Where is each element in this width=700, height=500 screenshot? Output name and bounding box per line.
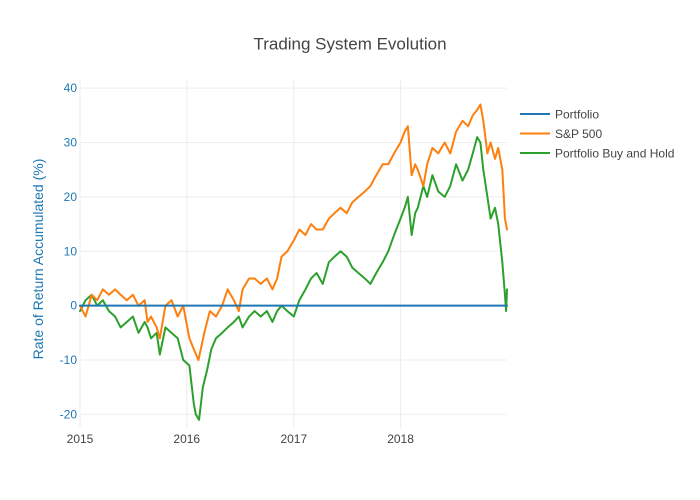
- x-tick-label: 2015: [67, 432, 94, 446]
- series-lines: [79, 103, 508, 421]
- axis-ticks: -20 -10 0 10 20 30 40 2015 2016 2017 2018: [60, 81, 415, 446]
- legend-label: Portfolio: [555, 108, 599, 122]
- y-tick-label: 10: [64, 244, 78, 258]
- y-tick-label: 40: [64, 81, 78, 95]
- legend-label: Portfolio Buy and Hold: [555, 147, 674, 161]
- y-tick-label: -10: [60, 353, 78, 367]
- x-tick-label: 2016: [173, 432, 200, 446]
- series-line-1: [79, 103, 508, 362]
- legend-label: S&P 500: [555, 127, 602, 141]
- y-axis-label: Rate of Return Accumulated (%): [30, 159, 46, 360]
- y-tick-label: -20: [60, 407, 78, 421]
- gridlines: [79, 80, 507, 428]
- y-tick-label: 0: [70, 299, 77, 313]
- chart-title: Trading System Evolution: [253, 35, 446, 54]
- x-tick-label: 2018: [387, 432, 414, 446]
- y-tick-label: 30: [64, 136, 78, 150]
- legend[interactable]: Portfolio S&P 500 Portfolio Buy and Hold: [520, 108, 674, 161]
- legend-item[interactable]: Portfolio Buy and Hold: [520, 147, 674, 161]
- y-tick-label: 20: [64, 190, 78, 204]
- series-line-2: [79, 136, 508, 421]
- x-tick-label: 2017: [280, 432, 307, 446]
- legend-item[interactable]: S&P 500: [520, 127, 602, 141]
- legend-item[interactable]: Portfolio: [520, 108, 599, 122]
